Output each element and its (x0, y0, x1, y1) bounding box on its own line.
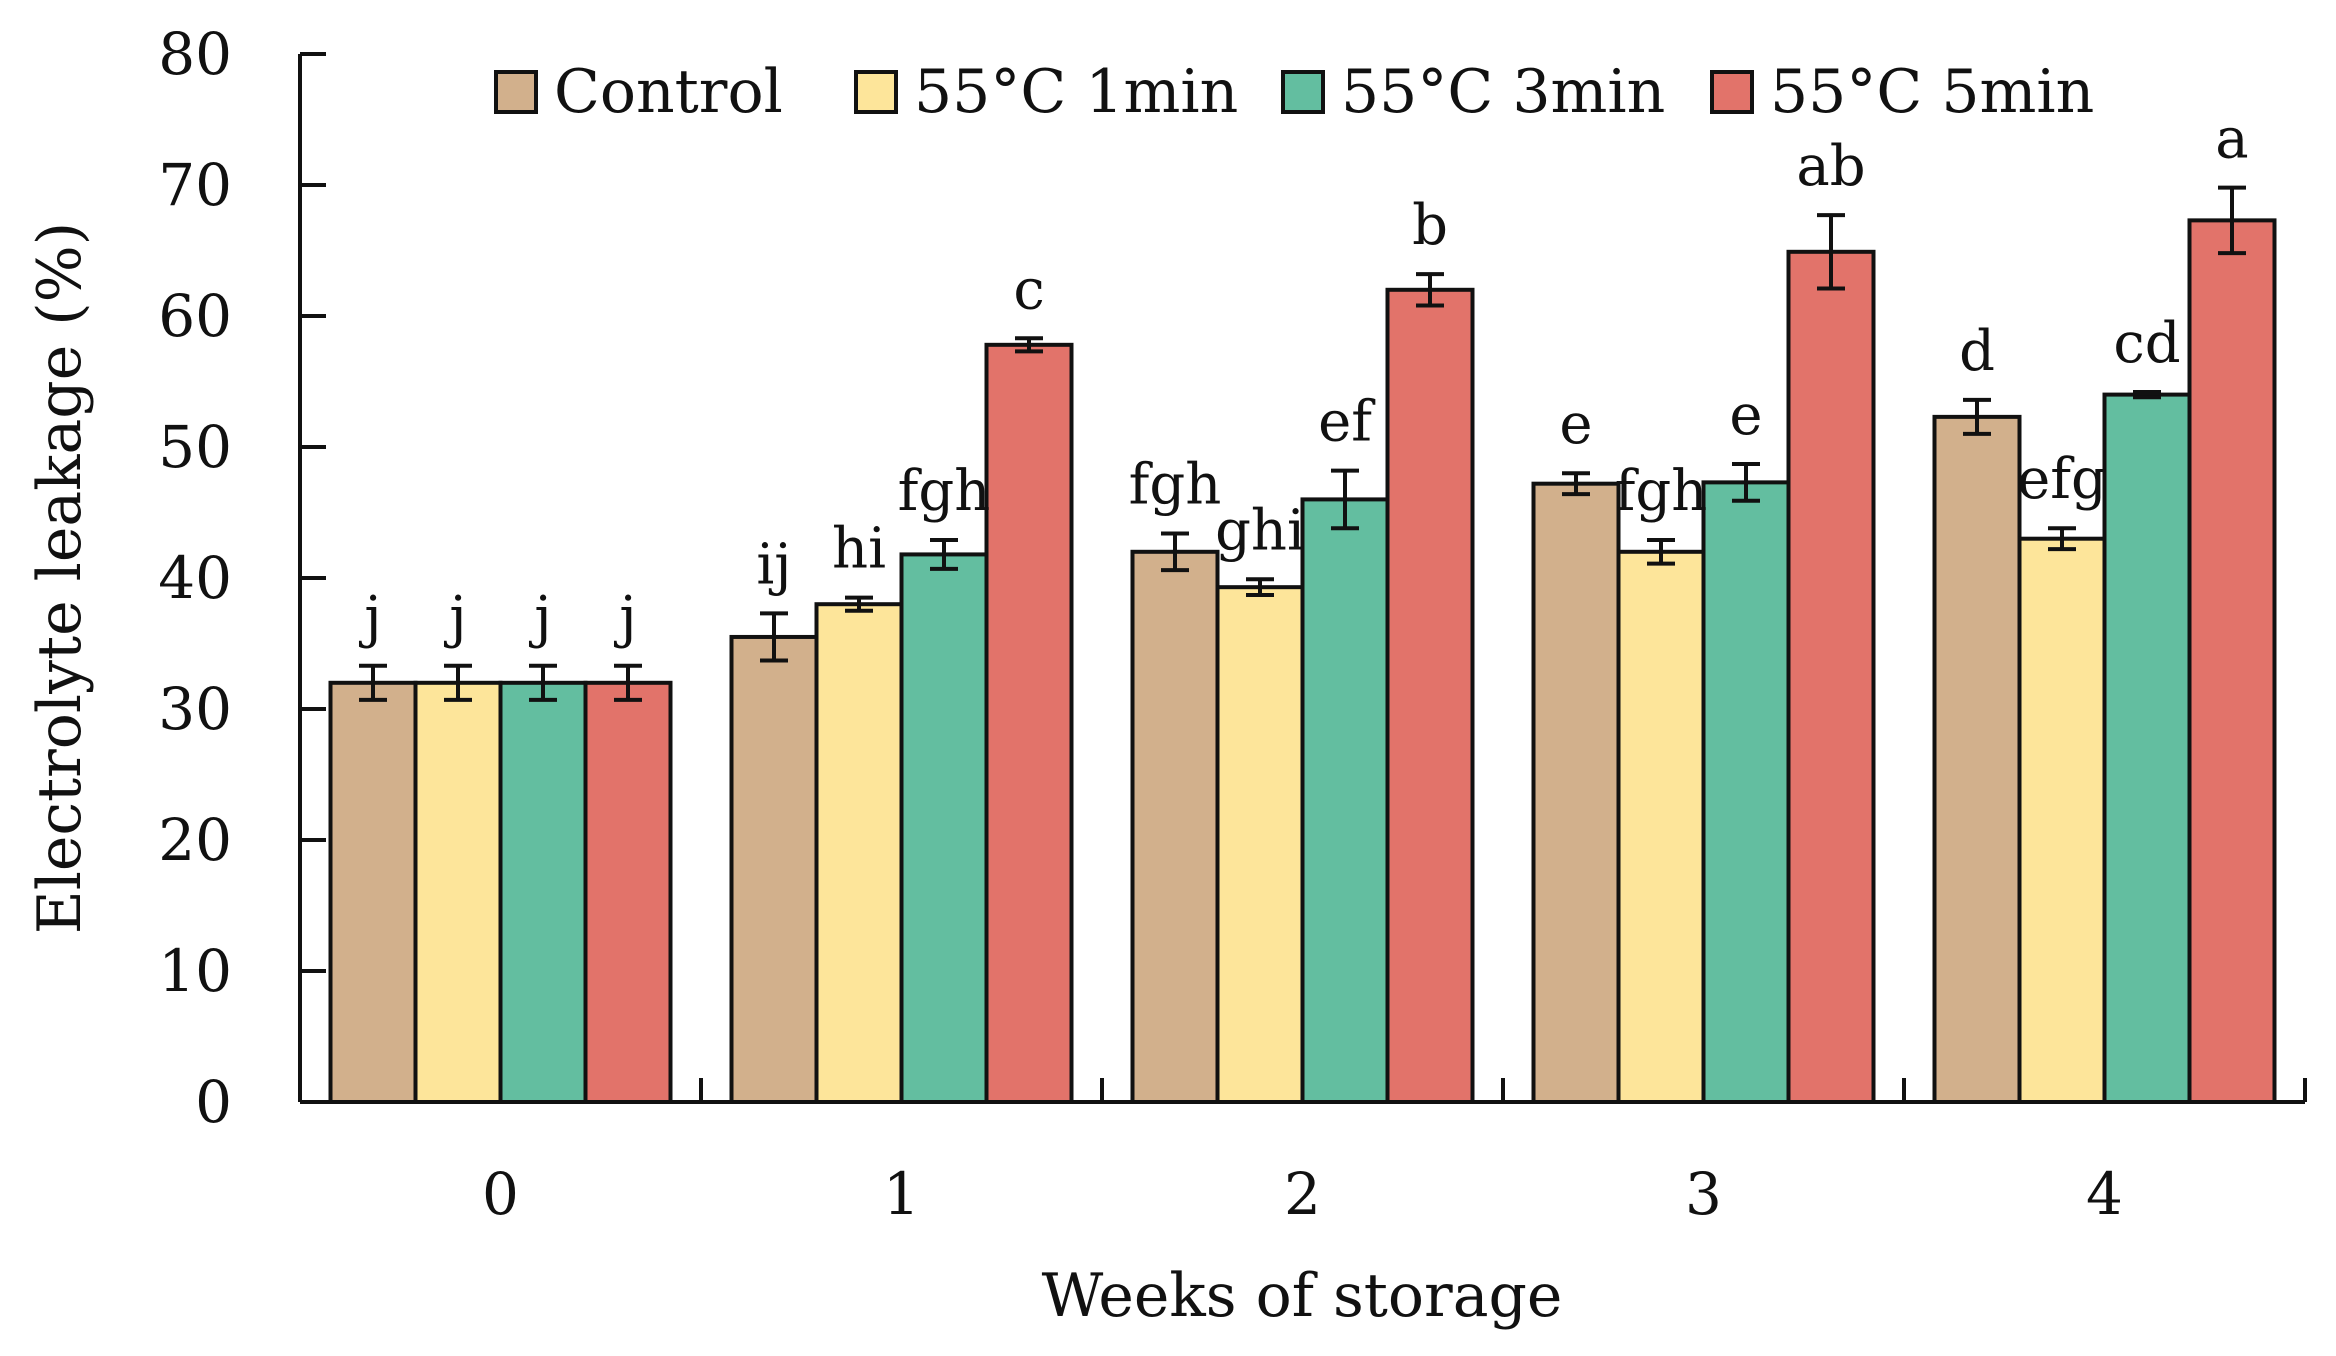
significance-label: fgh (1129, 452, 1222, 517)
significance-label: j (358, 585, 381, 650)
error-bar (1331, 468, 1359, 531)
bar-55-c-3min-week-4 (2102, 392, 2192, 1105)
legend-swatch (494, 70, 538, 114)
y-tick-label: 10 (158, 937, 232, 1005)
error-bar (1647, 538, 1675, 566)
significance-label: ij (756, 532, 791, 597)
error-bar (845, 595, 873, 613)
y-tick-label: 30 (158, 675, 232, 743)
significance-label: j (443, 585, 466, 650)
error-bar (760, 611, 788, 663)
significance-label: fgh (1615, 459, 1708, 524)
bar-55-c-3min-week-2 (1300, 497, 1390, 1104)
error-bar (1161, 531, 1189, 573)
error-bar (529, 663, 557, 702)
legend-label: 55°C 1min (914, 57, 1238, 127)
bar-control-week-0 (328, 680, 418, 1104)
bar-55-c-1min-week-1 (814, 602, 904, 1104)
bar-55-c-3min-week-3 (1701, 480, 1791, 1104)
y-tick-label: 80 (158, 20, 232, 88)
x-tick-label: 3 (1685, 1160, 1722, 1228)
legend-item: Control (494, 57, 783, 127)
significance-label: j (613, 585, 636, 650)
y-tick-label: 70 (158, 151, 232, 219)
legend-item: 55°C 3min (1281, 57, 1665, 127)
error-bar (2048, 526, 2076, 552)
significance-label: hi (832, 517, 886, 582)
x-axis-title: Weeks of storage (1042, 1261, 1563, 1331)
error-bar (614, 663, 642, 702)
legend-label: Control (554, 57, 783, 127)
significance-label: e (1729, 383, 1762, 448)
y-tick-label: 60 (158, 282, 232, 350)
error-bar (1732, 462, 1760, 503)
significance-label: d (1959, 319, 1995, 384)
error-bar (2133, 389, 2161, 400)
bar-55-c-3min-week-0 (498, 680, 588, 1104)
y-axis-title: Electrolyte leakage (%) (25, 222, 95, 934)
significance-label: ef (1318, 390, 1376, 455)
bar-55-c-5min-week-1 (984, 342, 1074, 1104)
x-tick-label: 0 (482, 1160, 519, 1228)
error-bar (444, 663, 472, 702)
error-bar (930, 538, 958, 571)
bar-55-c-5min-week-3 (1786, 249, 1876, 1104)
x-tick-label: 4 (2086, 1160, 2123, 1228)
significance-label: c (1013, 257, 1044, 322)
bars-layer (328, 185, 2277, 1105)
significance-label: ab (1796, 134, 1865, 199)
significance-label: j (528, 585, 551, 650)
bar-55-c-5min-week-2 (1385, 287, 1475, 1104)
y-tick-label: 40 (158, 544, 232, 612)
bar-55-c-1min-week-3 (1616, 549, 1706, 1104)
legend-swatch (1710, 70, 1754, 114)
bar-control-week-2 (1130, 549, 1220, 1104)
bar-55-c-1min-week-4 (2017, 536, 2107, 1104)
legend-label: 55°C 3min (1341, 57, 1665, 127)
error-bar (1015, 336, 1043, 354)
significance-label: ghi (1215, 498, 1305, 563)
bar-55-c-5min-week-0 (583, 680, 673, 1104)
legend-swatch (854, 70, 898, 114)
significance-label: a (2215, 107, 2248, 172)
y-tick-label: 20 (158, 806, 232, 874)
error-bar (359, 663, 387, 702)
bar-55-c-1min-week-0 (413, 680, 503, 1104)
bar-control-week-1 (729, 634, 819, 1104)
error-bar (1562, 471, 1590, 497)
legend-label: 55°C 5min (1770, 57, 2094, 127)
bar-55-c-3min-week-1 (899, 552, 989, 1104)
bar-55-c-5min-week-4 (2187, 218, 2277, 1104)
error-bar (1817, 213, 1845, 291)
legend-item: 55°C 5min (1710, 57, 2094, 127)
bar-55-c-1min-week-2 (1215, 585, 1305, 1104)
error-bar (1963, 397, 1991, 436)
y-tick-label: 50 (158, 413, 232, 481)
significance-label: fgh (898, 459, 991, 524)
bar-control-week-4 (1932, 414, 2022, 1104)
error-bar (1416, 272, 1444, 308)
legend-swatch (1281, 70, 1325, 114)
significance-label: e (1559, 392, 1592, 457)
significance-label: efg (2017, 447, 2107, 512)
bar-control-week-3 (1531, 481, 1621, 1104)
significance-label: b (1412, 193, 1448, 258)
legend-item: 55°C 1min (854, 57, 1238, 127)
significance-label: cd (2113, 311, 2180, 376)
x-tick-label: 1 (883, 1160, 920, 1228)
y-tick-label: 0 (195, 1068, 232, 1136)
x-tick-label: 2 (1284, 1160, 1321, 1228)
legend: Control 55°C 1min 55°C 3min 55°C 5min (494, 57, 2094, 127)
error-bar (2218, 185, 2246, 256)
error-bar (1246, 577, 1274, 598)
